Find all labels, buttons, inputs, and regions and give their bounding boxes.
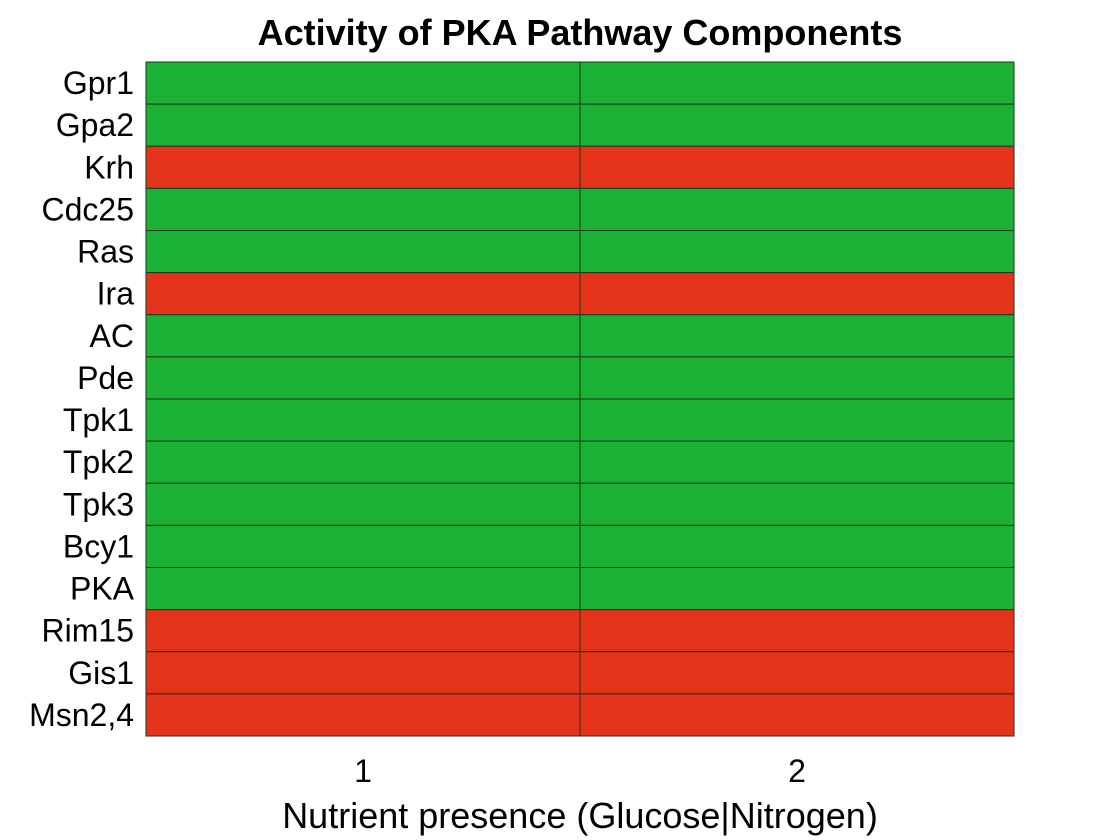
y-tick-label: Gpr1 (63, 65, 134, 101)
heatmap-cell-ac-1 (145, 314, 581, 358)
y-tick-label: Krh (84, 149, 134, 185)
heatmap-cell-pde-2 (579, 356, 1015, 400)
y-tick-label: Tpk1 (63, 402, 134, 438)
y-tick-label: Rim15 (42, 613, 134, 649)
y-tick-label: Ira (97, 276, 135, 312)
heatmap-cell-ras-1 (145, 230, 581, 274)
heatmap-cell-cdc25-2 (579, 187, 1015, 231)
x-tick-label: 1 (354, 753, 372, 789)
y-tick-labels: Gpr1 Gpa2 Krh Cdc25 Ras Ira AC Pde Tpk1 Tpk2 Tpk3 B… (29, 65, 135, 733)
heatmap-cells (145, 61, 1015, 737)
heatmap-cell-cdc25-1 (145, 187, 581, 231)
heatmap-cell-bcy1-1 (145, 524, 581, 568)
heatmap-cell-tpk2-2 (579, 440, 1015, 484)
y-tick-label: Tpk2 (63, 444, 134, 480)
y-tick-label: Pde (77, 360, 134, 396)
heatmap-cell-tpk3-1 (145, 482, 581, 526)
y-tick-label: PKA (70, 571, 135, 607)
heatmap-cell-ras-2 (579, 230, 1015, 274)
heatmap-cell-tpk3-2 (579, 482, 1015, 526)
heatmap-cell-gis1-2 (579, 651, 1015, 695)
heatmap-cell-krh-2 (579, 145, 1015, 189)
y-tick-label: Tpk3 (63, 486, 134, 522)
y-tick-label: Cdc25 (42, 191, 135, 227)
y-tick-label: Gpa2 (56, 107, 134, 143)
heatmap-cell-bcy1-2 (579, 524, 1015, 568)
y-tick-label: Gis1 (68, 655, 134, 691)
heatmap-cell-tpk1-1 (145, 398, 581, 442)
heatmap-cell-rim15-1 (145, 609, 581, 653)
heatmap-cell-rim15-2 (579, 609, 1015, 653)
heatmap-cell-pka-2 (579, 567, 1015, 611)
x-axis-label: Nutrient presence (Glucose|Nitrogen) (282, 795, 878, 836)
heatmap-cell-gis1-1 (145, 651, 581, 695)
heatmap-cell-gpr1-1 (145, 61, 581, 105)
heatmap-cell-gpa2-2 (579, 103, 1015, 147)
heatmap-cell-gpr1-2 (579, 61, 1015, 105)
heatmap-cell-msn2-4-2 (579, 693, 1015, 737)
heatmap-cell-tpk1-2 (579, 398, 1015, 442)
heatmap-cell-krh-1 (145, 145, 581, 189)
heatmap-cell-pde-1 (145, 356, 581, 400)
y-tick-label: AC (90, 318, 134, 354)
heatmap-cell-tpk2-1 (145, 440, 581, 484)
heatmap-cell-ira-2 (579, 272, 1015, 316)
heatmap-cell-ira-1 (145, 272, 581, 316)
chart-title: Activity of PKA Pathway Components (257, 12, 903, 53)
heatmap-cell-gpa2-1 (145, 103, 581, 147)
heatmap-cell-ac-2 (579, 314, 1015, 358)
y-tick-label: Ras (77, 234, 134, 270)
heatmap-cell-msn2-4-1 (145, 693, 581, 737)
heatmap-cell-pka-1 (145, 567, 581, 611)
y-tick-label: Msn2,4 (29, 697, 134, 733)
y-tick-label: Bcy1 (63, 528, 134, 564)
x-tick-label: 2 (788, 753, 806, 789)
